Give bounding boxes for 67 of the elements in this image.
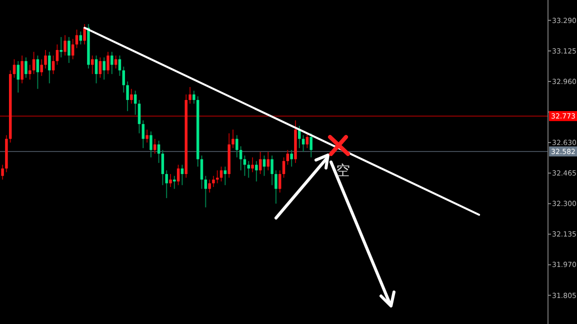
candlestick (126, 80, 129, 112)
candlestick (188, 86, 192, 104)
candlestick (310, 132, 312, 158)
candlestick (102, 56, 106, 80)
candlestick (68, 36, 70, 64)
candlestick (176, 164, 180, 186)
candlestick (94, 55, 98, 84)
candlestick (1, 164, 4, 180)
candlestick (75, 29, 78, 49)
candlestick (83, 24, 86, 45)
candlestick (243, 155, 246, 176)
candlestick (212, 175, 215, 188)
candlestick (298, 125, 301, 149)
candlestick (247, 160, 250, 178)
candlestick (56, 44, 59, 66)
candlestick (91, 55, 94, 75)
candlestick (48, 51, 51, 84)
candlestick (200, 155, 204, 190)
candlestick (122, 66, 125, 94)
candlestick (52, 55, 55, 75)
candlestick (232, 129, 234, 149)
candlestick (165, 170, 168, 199)
candlestick (114, 55, 118, 70)
candlestick (98, 56, 102, 78)
candlestick (138, 99, 141, 134)
candlestick (208, 179, 211, 194)
candlestick (32, 51, 36, 75)
candlestick (24, 56, 28, 78)
candlestick (71, 38, 74, 60)
candlestick (204, 175, 208, 208)
candlestick (146, 129, 148, 144)
candlestick (258, 151, 262, 175)
candlestick (266, 151, 270, 171)
candlestick (306, 132, 309, 149)
candlestick (36, 55, 40, 90)
candlestick (278, 170, 282, 194)
candlestick (255, 160, 258, 182)
candlestick (302, 134, 305, 152)
candlestick (173, 175, 176, 190)
candlestick (236, 134, 238, 158)
candlestick (40, 58, 43, 76)
candlestick (64, 34, 66, 56)
candlestick (110, 51, 114, 75)
candlestick (290, 149, 293, 168)
candlestick (150, 130, 152, 158)
candlestick (216, 170, 219, 184)
candlestick (270, 155, 274, 186)
candlestick (60, 36, 62, 58)
candlestick (118, 55, 122, 76)
candlestick (262, 155, 266, 176)
candlestick (142, 120, 145, 149)
candlestick (251, 156, 254, 173)
annotation: 空 (336, 163, 350, 179)
candlestick (154, 138, 156, 154)
candlestick (161, 149, 164, 186)
candlestick (44, 49, 47, 70)
candlestick (180, 164, 184, 186)
candlestick (16, 60, 20, 94)
candlestick (106, 51, 110, 75)
candlestick (192, 90, 196, 104)
candlestick (20, 55, 24, 84)
candlestick (79, 30, 82, 45)
candlestick (282, 156, 286, 178)
candlestick (286, 149, 290, 166)
candlestick (130, 88, 133, 104)
candlestick (169, 174, 172, 188)
candlestick (274, 170, 278, 204)
